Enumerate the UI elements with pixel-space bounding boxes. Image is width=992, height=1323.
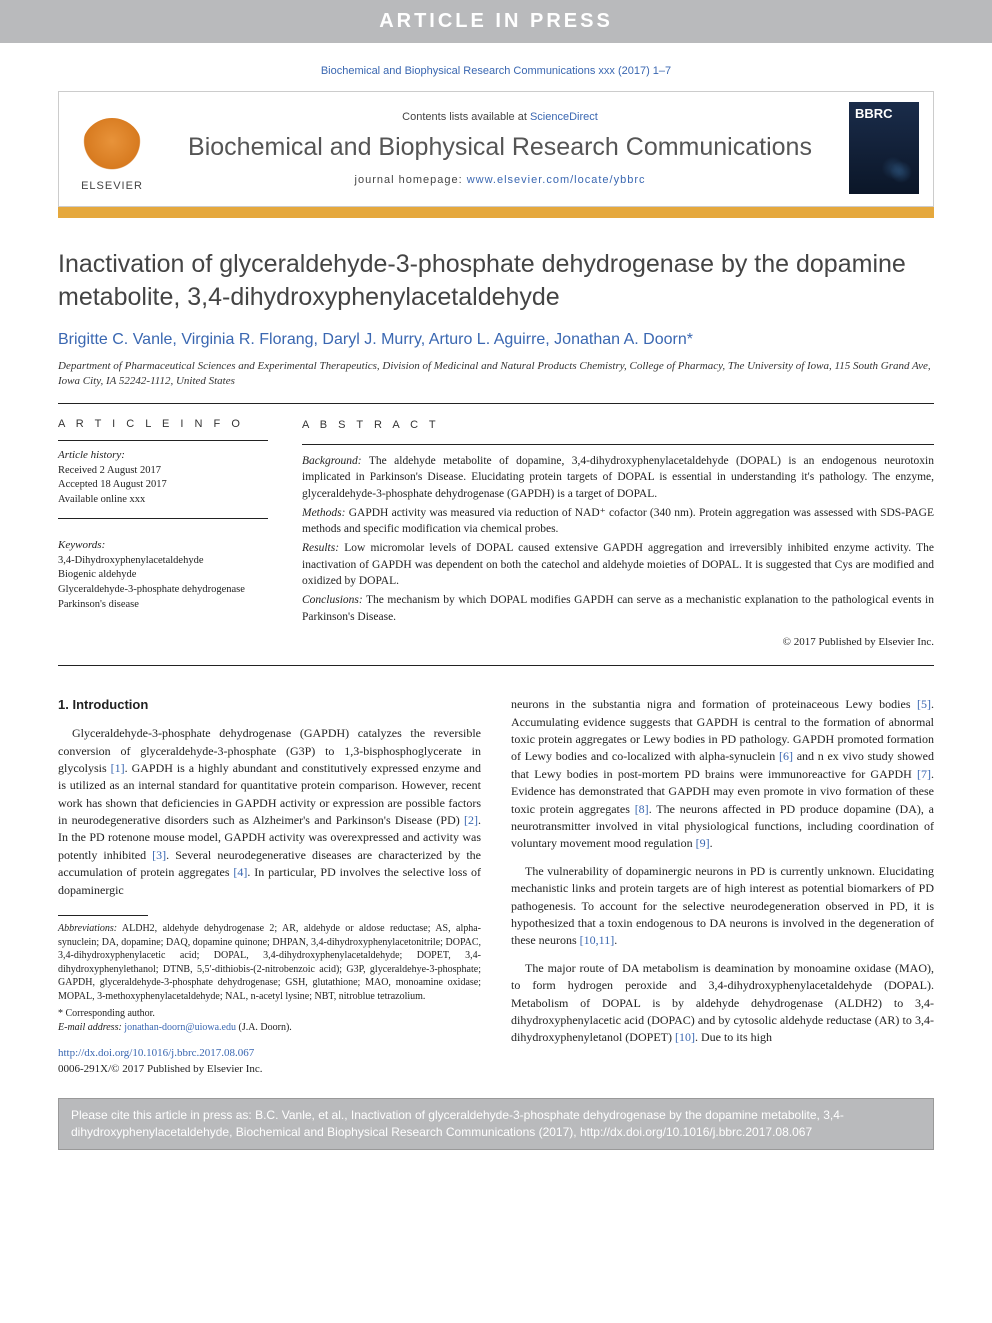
gold-stripe [58,206,934,218]
article-title: Inactivation of glyceraldehyde-3-phospha… [58,248,934,313]
affiliation: Department of Pharmaceutical Sciences an… [58,359,934,389]
p2a: The vulnerability of dopaminergic neuron… [511,864,934,948]
ref-9[interactable]: [9] [696,836,710,850]
ref-1011[interactable]: [10,11] [580,933,615,947]
journal-banner: ELSEVIER Contents lists available at Sci… [58,91,934,207]
footnotes: Abbreviations: ALDH2, aldehyde dehydroge… [58,922,481,1034]
intro-para-1-cont: neurons in the substantia nigra and form… [511,696,934,853]
keywords-label: Keywords: [58,539,268,551]
keyword-3: Parkinson's disease [58,598,268,613]
ref-5[interactable]: [5] [917,697,931,711]
keyword-0: 3,4-Dihydroxyphenylacetaldehyde [58,554,268,569]
email-link[interactable]: jonathan-doorn@uiowa.edu [124,1022,236,1033]
cover-code: BBRC [855,106,893,121]
rule-top [58,403,934,404]
body-text: 1. Introduction Glyceraldehyde-3-phospha… [58,696,934,1078]
ref-10[interactable]: [10] [675,1030,695,1044]
p3b: . Due to its high [695,1030,772,1044]
intro-para-2: The vulnerability of dopaminergic neuron… [511,863,934,950]
intro-para-3: The major route of DA metabolism is deam… [511,960,934,1047]
article-info-column: A R T I C L E I N F O Article history: R… [58,418,268,652]
email-tail: (J.A. Doorn). [236,1022,292,1033]
ref-4[interactable]: [4] [233,865,247,879]
history-label: Article history: [58,449,268,461]
elsevier-tree-icon [82,118,142,176]
doi-link[interactable]: http://dx.doi.org/10.1016/j.bbrc.2017.08… [58,1047,254,1059]
abs-conclusions-label: Conclusions: [302,594,363,606]
cover-art-icon [873,148,913,188]
section-1-heading: 1. Introduction [58,696,481,715]
abs-results-label: Results: [302,542,339,554]
abstract-heading: A B S T R A C T [302,418,934,434]
homepage-link[interactable]: www.elsevier.com/locate/ybbrc [467,174,646,186]
keyword-1: Biogenic aldehyde [58,568,268,583]
email-label: E-mail address: [58,1022,122,1033]
abs-methods: GAPDH activity was measured via reductio… [302,507,934,536]
author-list: Brigitte C. Vanle, Virginia R. Florang, … [58,331,934,349]
citation-top: Biochemical and Biophysical Research Com… [58,65,934,77]
journal-name: Biochemical and Biophysical Research Com… [167,133,833,162]
sciencedirect-link[interactable]: ScienceDirect [530,111,598,123]
rule-bottom [58,665,934,666]
cite-box: Please cite this article in press as: B.… [58,1098,934,1150]
contents-prefix: Contents lists available at [402,111,530,123]
intro-para-1: Glyceraldehyde-3-phosphate dehydrogenase… [58,725,481,899]
homepage-prefix: journal homepage: [355,174,467,186]
p1cf: . [710,836,713,850]
rule-info-2 [58,518,268,519]
doi-block: http://dx.doi.org/10.1016/j.bbrc.2017.08… [58,1046,481,1078]
ref-2[interactable]: [2] [464,813,478,827]
journal-cover-thumb: BBRC [849,102,919,194]
abs-methods-label: Methods: [302,507,345,519]
issn-line: 0006-291X/© 2017 Published by Elsevier I… [58,1063,263,1075]
abs-background: The aldehyde metabolite of dopamine, 3,4… [302,455,934,500]
article-info-heading: A R T I C L E I N F O [58,418,268,430]
keyword-2: Glyceraldehyde-3-phosphate dehydrogenase [58,583,268,598]
ref-6[interactable]: [6] [779,749,793,763]
ref-8[interactable]: [8] [635,802,649,816]
footnote-separator [58,915,148,916]
article-in-press-banner: ARTICLE IN PRESS [0,0,992,43]
rule-abs [302,444,934,445]
p2b: . [614,933,617,947]
corresponding-author: * Corresponding author. [58,1007,481,1021]
abs-conclusions: The mechanism by which DOPAL modifies GA… [302,594,934,623]
history-received: Received 2 August 2017 [58,464,268,479]
rule-info-1 [58,440,268,441]
abstract-copyright: © 2017 Published by Elsevier Inc. [302,635,934,651]
elsevier-wordmark: ELSEVIER [81,180,143,192]
history-online: Available online xxx [58,493,268,508]
elsevier-logo: ELSEVIER [73,104,151,192]
ref-1[interactable]: [1] [111,761,125,775]
abbrev-text: ALDH2, aldehyde dehydrogenase 2; AR, ald… [58,923,481,1002]
abs-results: Low micromolar levels of DOPAL caused ex… [302,542,934,587]
history-accepted: Accepted 18 August 2017 [58,478,268,493]
p1ca: neurons in the substantia nigra and form… [511,697,917,711]
contents-line: Contents lists available at ScienceDirec… [167,111,833,123]
ref-7[interactable]: [7] [917,767,931,781]
abs-background-label: Background: [302,455,362,467]
abstract-column: A B S T R A C T Background: The aldehyde… [302,418,934,652]
ref-3[interactable]: [3] [152,848,166,862]
abbrev-label: Abbreviations: [58,923,117,934]
homepage-line: journal homepage: www.elsevier.com/locat… [167,174,833,186]
